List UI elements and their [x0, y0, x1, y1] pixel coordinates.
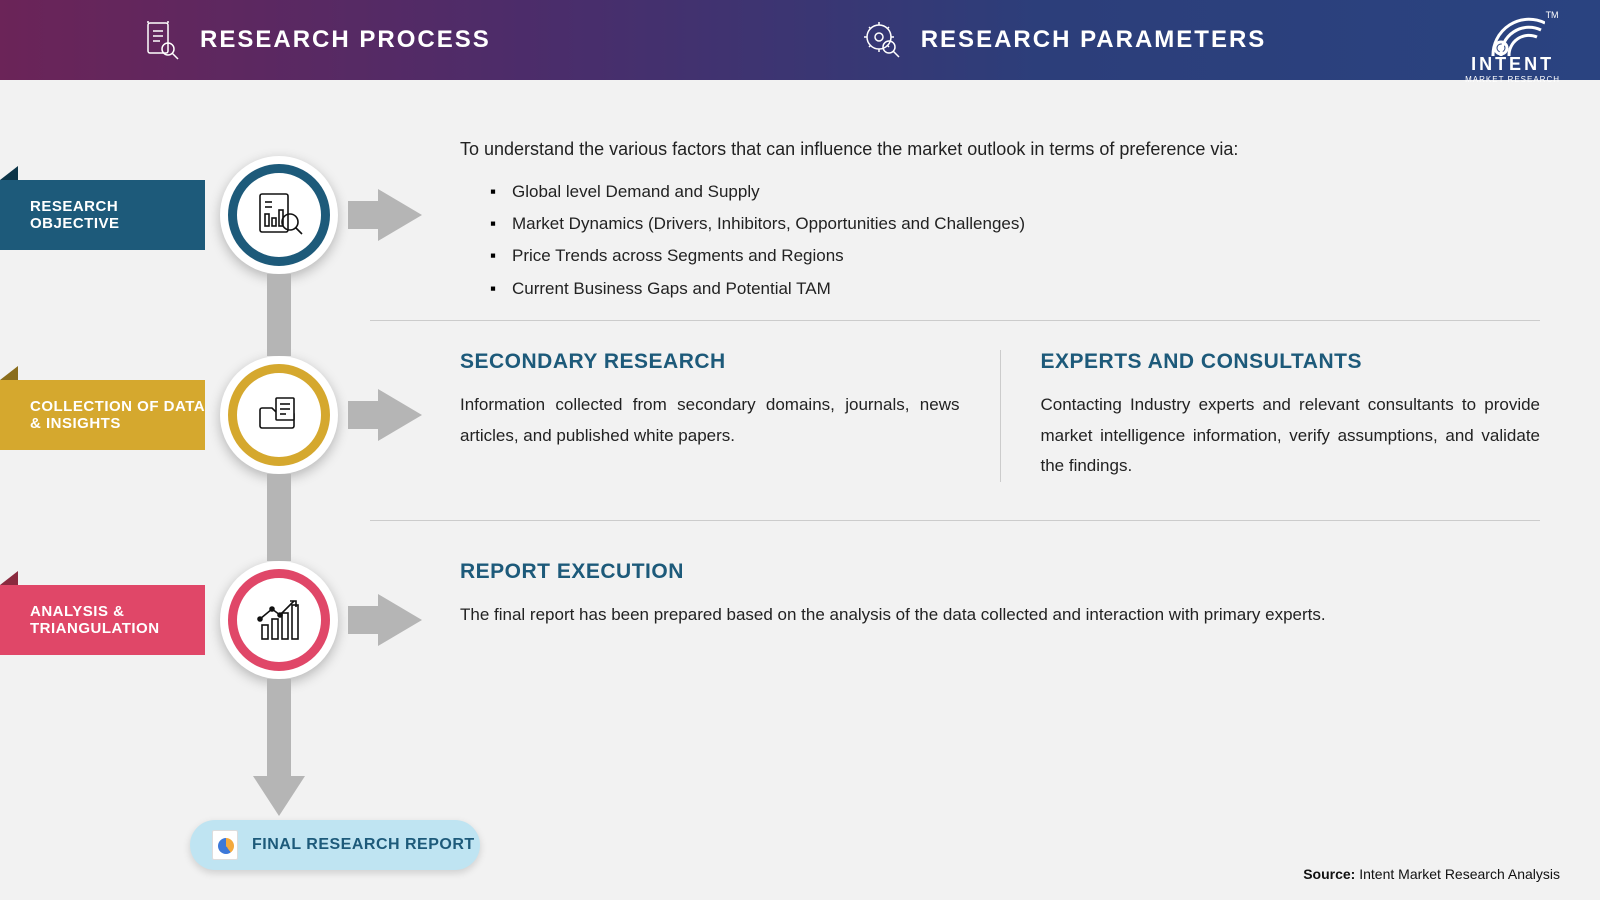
objective-bullets: Global level Demand and Supply Market Dy… — [460, 176, 1540, 305]
brand-logo: TM INTENT MARKET RESEARCH — [1465, 8, 1560, 84]
step-circle-analysis — [220, 561, 338, 679]
detail-analysis: REPORT EXECUTION The final report has be… — [460, 560, 1540, 631]
header-right: RESEARCH PARAMETERS — [861, 19, 1267, 61]
growth-chart-icon — [254, 595, 304, 645]
final-report-pill: FINAL RESEARCH REPORT — [190, 820, 480, 870]
bullet-item: Current Business Gaps and Potential TAM — [490, 273, 1540, 305]
detail-collection: SECONDARY RESEARCH Information collected… — [460, 350, 1540, 482]
final-report-label: FINAL RESEARCH REPORT — [252, 836, 475, 854]
header-bar: RESEARCH PROCESS RESEARCH PARAMETERS TM … — [0, 0, 1600, 80]
secondary-title: SECONDARY RESEARCH — [460, 350, 960, 374]
connector-line — [267, 274, 291, 356]
connector-line — [267, 474, 291, 561]
step-label-text: ANALYSIS & TRIANGULATION — [30, 603, 205, 637]
bullet-item: Global level Demand and Supply — [490, 176, 1540, 208]
bullet-item: Price Trends across Segments and Regions — [490, 240, 1540, 272]
detail-objective: To understand the various factors that c… — [460, 135, 1540, 305]
source-label: Source: — [1303, 866, 1355, 882]
source-text: Intent Market Research Analysis — [1355, 866, 1560, 882]
source-attribution: Source: Intent Market Research Analysis — [1303, 866, 1560, 882]
folder-file-icon — [254, 390, 304, 440]
trademark-text: TM — [1546, 10, 1559, 20]
step-label-objective: RESEARCH OBJECTIVE — [0, 180, 205, 250]
secondary-text: Information collected from secondary dom… — [460, 390, 960, 451]
report-document-icon — [212, 830, 238, 860]
step-label-analysis: ANALYSIS & TRIANGULATION — [0, 585, 205, 655]
execution-text: The final report has been prepared based… — [460, 600, 1540, 631]
report-chart-icon — [254, 190, 304, 240]
step-circle-collection — [220, 356, 338, 474]
content-area: RESEARCH OBJECTIVE COLLECTION OF DATA & … — [0, 80, 1600, 900]
step-circle-objective — [220, 156, 338, 274]
gear-search-icon — [861, 19, 903, 61]
connector-line — [267, 679, 291, 779]
document-search-icon — [140, 19, 182, 61]
experts-title: EXPERTS AND CONSULTANTS — [1041, 350, 1541, 374]
header-right-title: RESEARCH PARAMETERS — [921, 26, 1267, 54]
arrow-right-icon — [378, 389, 422, 441]
bullet-item: Market Dynamics (Drivers, Inhibitors, Op… — [490, 208, 1540, 240]
experts-col: EXPERTS AND CONSULTANTS Contacting Indus… — [1041, 350, 1541, 482]
arrow-down-icon — [253, 776, 305, 816]
step-label-text: RESEARCH OBJECTIVE — [30, 198, 205, 232]
arrow-right-icon — [378, 189, 422, 241]
objective-intro: To understand the various factors that c… — [460, 135, 1540, 164]
arrow-right-icon — [378, 594, 422, 646]
step-label-collection: COLLECTION OF DATA & INSIGHTS — [0, 380, 205, 450]
secondary-research-col: SECONDARY RESEARCH Information collected… — [460, 350, 1001, 482]
divider-line — [370, 520, 1540, 521]
experts-text: Contacting Industry experts and relevant… — [1041, 390, 1541, 482]
header-left: RESEARCH PROCESS — [140, 19, 491, 61]
header-left-title: RESEARCH PROCESS — [200, 26, 491, 54]
divider-line — [370, 320, 1540, 321]
step-label-text: COLLECTION OF DATA & INSIGHTS — [30, 398, 205, 432]
execution-title: REPORT EXECUTION — [460, 560, 1540, 584]
